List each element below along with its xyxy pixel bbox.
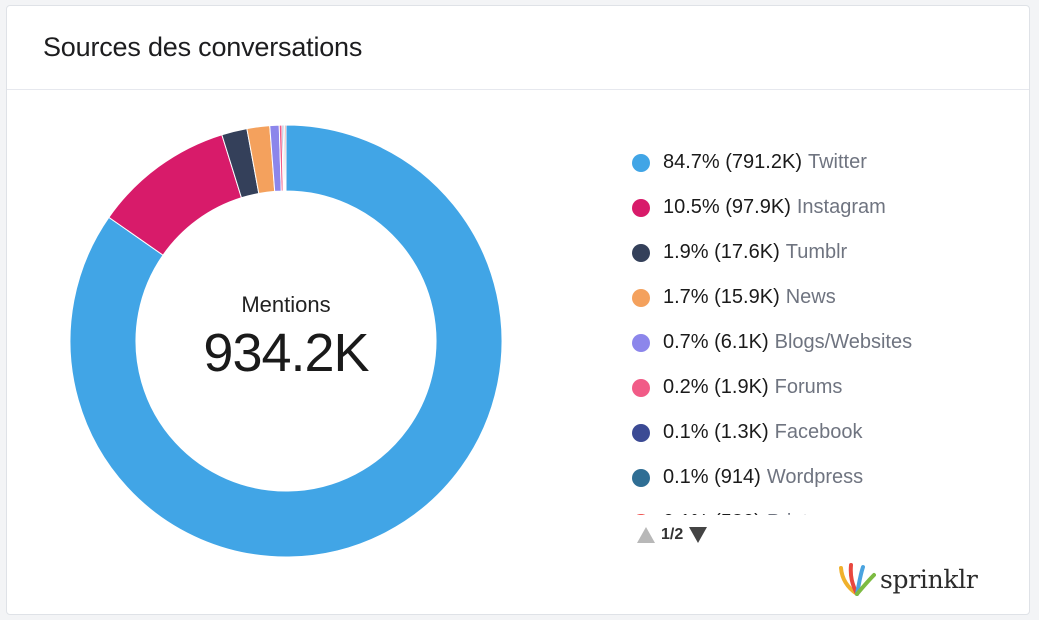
- legend-item-blogs-websites[interactable]: 0.7% (6.1K) Blogs/Websites: [630, 320, 1010, 365]
- legend-value: 1.9% (17.6K): [663, 241, 780, 263]
- legend-color-dot-icon: [632, 288, 650, 307]
- legend-item-instagram[interactable]: 10.5% (97.9K) Instagram: [630, 185, 1010, 230]
- sprinklr-flower-logo-icon: [839, 563, 876, 596]
- legend-value: 0.1% (580): [663, 511, 761, 515]
- legend-item-wordpress[interactable]: 0.1% (914) Wordpress: [630, 455, 1010, 500]
- legend-color-dot-icon: [632, 468, 650, 487]
- legend-item-tumblr[interactable]: 1.9% (17.6K) Tumblr: [630, 230, 1010, 275]
- center-total-value: 934.2K: [203, 323, 369, 383]
- legend-value: 10.5% (97.9K): [663, 196, 791, 218]
- legend-label: News: [785, 286, 836, 308]
- brand-logo: sprinklr: [838, 562, 978, 596]
- card-header: Sources des conversations: [7, 6, 1029, 90]
- pager-down-icon[interactable]: [689, 527, 708, 543]
- legend-label: Wordpress: [766, 466, 864, 488]
- legend-label: Tumblr: [785, 241, 848, 263]
- legend-item-news[interactable]: 1.7% (15.9K) News: [630, 275, 1010, 320]
- card-title: Sources des conversations: [43, 32, 363, 62]
- legend-value: 0.2% (1.9K): [663, 376, 769, 398]
- legend-color-dot-icon: [632, 153, 650, 172]
- legend-value: 0.1% (1.3K): [663, 421, 769, 443]
- legend-label: Forums: [774, 376, 843, 398]
- legend-item-twitter[interactable]: 84.7% (791.2K) Twitter: [630, 140, 1010, 185]
- legend-value: 0.1% (914): [663, 466, 761, 488]
- legend-label: Twitter: [807, 151, 867, 173]
- legend-item-forums[interactable]: 0.2% (1.9K) Forums: [630, 365, 1010, 410]
- legend-label: Blogs/Websites: [774, 331, 913, 353]
- legend-item-facebook[interactable]: 0.1% (1.3K) Facebook: [630, 410, 1010, 455]
- legend-label: Instagram: [796, 196, 886, 218]
- legend-value: 0.7% (6.1K): [663, 331, 769, 353]
- legend-list: 84.7% (791.2K) Twitter 10.5% (97.9K) Instag…: [630, 140, 1010, 515]
- legend-color-dot-icon: [632, 513, 650, 515]
- pager-text: 1/2: [661, 526, 684, 543]
- donut-chart: [69, 124, 503, 558]
- legend-label: Print: [767, 511, 808, 515]
- legend-pager: 1/2: [637, 524, 708, 546]
- legend-color-dot-icon: [632, 333, 650, 352]
- donut-slice-twitter[interactable]: [69, 124, 503, 558]
- legend-value: 84.7% (791.2K): [663, 151, 802, 173]
- legend-color-dot-icon: [632, 243, 650, 262]
- pager-up-icon[interactable]: [637, 527, 655, 543]
- legend: 84.7% (791.2K) Twitter 10.5% (97.9K) Instag…: [630, 140, 1010, 515]
- legend-label: Facebook: [774, 421, 863, 443]
- center-label: Mentions: [241, 292, 331, 317]
- donut-slice-print[interactable]: [284, 124, 287, 192]
- legend-color-dot-icon: [632, 198, 650, 217]
- legend-item-print[interactable]: 0.1% (580) Print: [630, 500, 1010, 515]
- legend-value: 1.7% (15.9K): [663, 286, 780, 308]
- brand-name: sprinklr: [880, 564, 978, 594]
- legend-color-dot-icon: [632, 423, 650, 442]
- legend-color-dot-icon: [632, 378, 650, 397]
